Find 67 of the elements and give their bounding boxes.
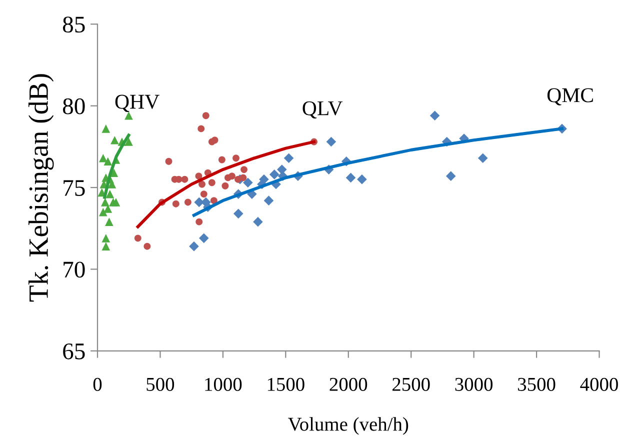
point <box>284 153 294 164</box>
point <box>106 190 114 198</box>
x-tick-label: 2000 <box>330 378 368 391</box>
x-tick-label: 1000 <box>205 378 242 391</box>
point <box>198 125 205 132</box>
x-tick-label: 3500 <box>518 378 556 391</box>
y-axis-title: Tk. Kebisingan (dB) <box>28 74 54 302</box>
point <box>198 180 206 188</box>
point <box>478 153 488 164</box>
point <box>196 218 203 226</box>
point <box>208 179 216 186</box>
point <box>357 174 367 184</box>
x-axis-title: Volume (veh/h) <box>288 417 408 435</box>
point <box>202 112 210 120</box>
y-tick-label: 65 <box>63 343 85 360</box>
point <box>264 196 274 206</box>
point <box>112 198 120 206</box>
point <box>228 172 236 180</box>
point <box>189 241 199 252</box>
x-tick-label: 1500 <box>268 378 304 391</box>
series-label: QMC <box>547 88 593 106</box>
point <box>253 216 263 227</box>
y-tick-label: 80 <box>62 98 85 114</box>
y-tick-label: 70 <box>64 262 85 278</box>
x-tick-label: 500 <box>146 378 174 391</box>
point <box>222 182 229 190</box>
point <box>102 124 110 133</box>
point <box>211 136 218 144</box>
point <box>165 158 172 165</box>
point <box>198 233 209 244</box>
point <box>102 242 110 250</box>
point <box>233 208 244 219</box>
point <box>200 190 208 198</box>
x-tick-label: 0 <box>93 378 102 391</box>
series-label: QLV <box>302 101 343 118</box>
x-tick-label: 2500 <box>392 378 430 391</box>
x-tick-label: 4000 <box>580 378 618 391</box>
point <box>430 110 440 121</box>
point <box>98 208 108 216</box>
y-tick-label: 85 <box>62 16 85 33</box>
point <box>446 171 456 181</box>
y-tick-label: 75 <box>64 180 85 196</box>
point <box>242 178 253 188</box>
point <box>240 174 247 182</box>
point <box>134 234 142 242</box>
point <box>104 157 112 166</box>
point <box>100 198 110 206</box>
point <box>259 174 269 184</box>
point <box>172 200 180 208</box>
point <box>240 166 248 174</box>
point <box>181 176 188 183</box>
point <box>184 198 192 206</box>
point <box>102 234 110 242</box>
point <box>210 197 218 204</box>
point <box>346 172 356 183</box>
point <box>104 218 114 226</box>
point <box>124 138 133 146</box>
point <box>269 170 280 180</box>
point <box>110 136 119 144</box>
series-label: QHV <box>115 94 160 112</box>
point <box>195 172 202 180</box>
point <box>326 136 336 147</box>
point <box>144 242 151 250</box>
point <box>98 154 108 162</box>
point <box>218 156 226 164</box>
x-tick-label: 3000 <box>455 378 493 391</box>
point <box>232 154 240 162</box>
